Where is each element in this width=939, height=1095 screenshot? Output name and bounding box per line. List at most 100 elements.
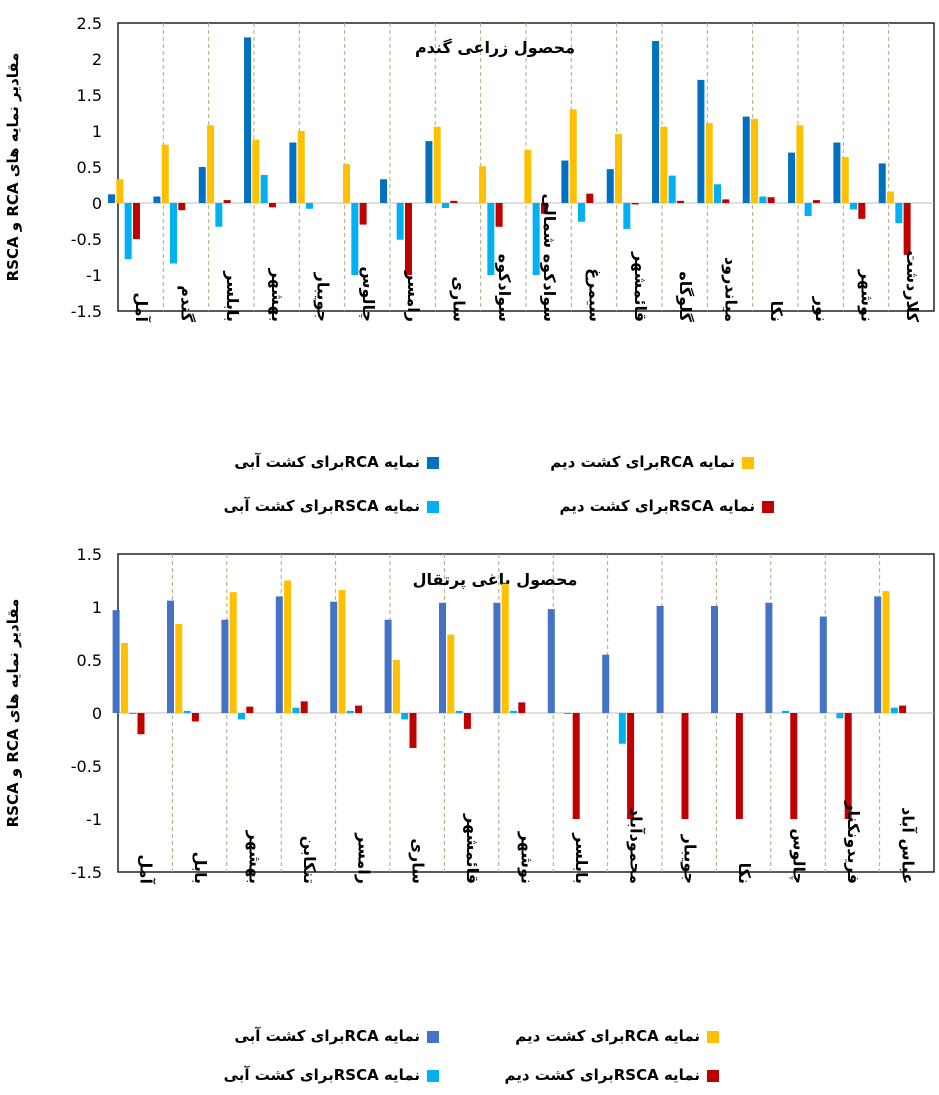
legend-swatch bbox=[707, 1031, 719, 1043]
legend-label: نمایه RSCAبرای کشت دیم bbox=[504, 1066, 700, 1084]
bar bbox=[343, 164, 351, 203]
y-axis-label: مقادیر نمایه های RCA و RSCA bbox=[4, 599, 22, 828]
bar bbox=[890, 707, 898, 713]
bar bbox=[409, 713, 417, 748]
bar bbox=[711, 605, 718, 713]
legend-word: نمایه bbox=[379, 1027, 420, 1045]
category-label: بهشهر bbox=[268, 268, 287, 322]
bar bbox=[882, 591, 890, 713]
category-label: فریدونکنار bbox=[844, 800, 863, 884]
bar bbox=[532, 203, 540, 275]
bar bbox=[510, 710, 517, 713]
bar bbox=[804, 203, 812, 216]
bar bbox=[229, 592, 237, 713]
legend-swatch bbox=[427, 1031, 439, 1043]
y-tick-label: 0.5 bbox=[77, 158, 102, 177]
bar bbox=[112, 610, 120, 713]
bar bbox=[246, 706, 254, 713]
bar bbox=[681, 713, 689, 819]
category-label: قائمشهر bbox=[463, 813, 482, 884]
bar bbox=[796, 125, 804, 203]
bar bbox=[765, 602, 773, 713]
y-tick-label: -1.5 bbox=[71, 302, 102, 321]
bar bbox=[660, 126, 668, 203]
bar bbox=[615, 133, 623, 203]
legend-suffix: برای کشت دیم bbox=[550, 453, 659, 471]
legend-index: RCA bbox=[345, 453, 380, 471]
chart-2: 1.5 1 0.5 0 -0.5 -1 -1.5 مقادیر نمایه های RCA و… bbox=[4, 545, 935, 1084]
legend-swatch bbox=[427, 501, 439, 513]
legend-suffix: برای کشت آبی bbox=[224, 1066, 334, 1084]
bar bbox=[586, 193, 594, 203]
bar bbox=[858, 203, 866, 219]
bar bbox=[714, 184, 721, 203]
bar bbox=[722, 199, 730, 203]
bar bbox=[547, 609, 555, 713]
bar bbox=[215, 203, 223, 227]
legend-item: نمایه RCAبرای کشت آبی bbox=[234, 1027, 439, 1045]
category-label: عباس آباد bbox=[898, 807, 918, 884]
bar bbox=[833, 142, 841, 203]
category-label: گندم bbox=[178, 285, 197, 323]
bar bbox=[175, 623, 183, 713]
category-label: چالوس bbox=[358, 266, 378, 322]
y-tick-label: 1 bbox=[92, 598, 102, 617]
bar bbox=[238, 713, 245, 720]
bar bbox=[606, 169, 614, 203]
y-tick-label: 0 bbox=[92, 704, 102, 723]
bar bbox=[819, 616, 827, 713]
bar bbox=[178, 203, 186, 211]
bar bbox=[903, 203, 911, 255]
y-tick-label: 2 bbox=[92, 50, 102, 69]
bar bbox=[351, 203, 359, 275]
category-label: آمل bbox=[132, 292, 152, 322]
bar bbox=[618, 713, 626, 744]
legend-word: نمایه bbox=[714, 497, 755, 515]
legend-suffix: برای کشت دیم bbox=[559, 497, 668, 515]
bar bbox=[463, 713, 471, 729]
category-label: گلوگاه bbox=[676, 271, 695, 322]
bar bbox=[561, 160, 569, 203]
bar bbox=[495, 203, 503, 227]
category-label: محمودآباد bbox=[626, 808, 646, 884]
bar bbox=[380, 179, 388, 203]
bar bbox=[751, 118, 759, 203]
category-label: سوادکوه شمالی bbox=[540, 194, 559, 322]
category-label: بابلسر bbox=[572, 832, 591, 884]
bar bbox=[223, 200, 231, 203]
bar bbox=[836, 713, 844, 719]
category-label: رامسر bbox=[354, 832, 373, 884]
category-label: ساری bbox=[409, 838, 428, 884]
category-label: تنکابن bbox=[300, 836, 319, 884]
legend-index: RSCA bbox=[334, 497, 379, 515]
bar bbox=[108, 194, 116, 203]
bar bbox=[844, 713, 852, 819]
bar bbox=[425, 141, 433, 203]
bar bbox=[447, 634, 455, 713]
bar bbox=[493, 602, 501, 713]
bar bbox=[652, 41, 660, 203]
bar bbox=[330, 601, 338, 713]
category-label: قائمشهر bbox=[631, 251, 650, 322]
bar bbox=[396, 203, 404, 240]
legend-suffix: برای کشت آبی bbox=[224, 497, 334, 515]
category-label: نکا bbox=[735, 863, 754, 884]
bar bbox=[120, 643, 128, 713]
bar bbox=[850, 203, 857, 210]
category-label: جویبار bbox=[681, 834, 700, 884]
bar bbox=[137, 713, 145, 735]
bar bbox=[602, 654, 610, 713]
bar bbox=[289, 142, 297, 203]
legend-label: نمایه RSCAبرای کشت آبی bbox=[224, 497, 420, 515]
bar bbox=[524, 149, 532, 203]
bar bbox=[359, 203, 367, 225]
legend-word: نمایه bbox=[659, 1066, 700, 1084]
category-label: نوشهر bbox=[518, 831, 537, 884]
bar bbox=[455, 710, 463, 713]
y-tick-label: 0 bbox=[92, 194, 102, 213]
bar bbox=[895, 203, 903, 224]
category-label: کلاردشت bbox=[903, 250, 922, 322]
bar bbox=[874, 596, 882, 713]
bar bbox=[697, 79, 705, 203]
